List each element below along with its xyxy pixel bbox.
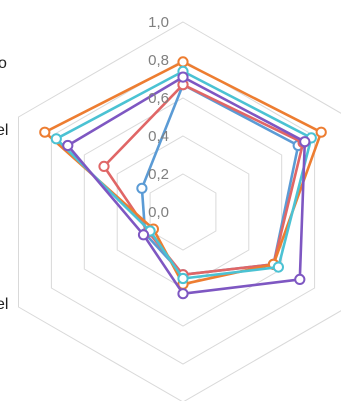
series-2-point-6 — [98, 160, 110, 172]
edge-label-fragment-1: o — [0, 55, 7, 72]
r-tick-label-0: 0,0 — [148, 204, 169, 221]
series-5-point-3 — [294, 273, 306, 285]
edge-label-layer: o el el — [0, 55, 8, 313]
grid-ring-2 — [116, 135, 250, 289]
series-4-point-3 — [272, 261, 284, 273]
edge-label-fragment-2: el — [0, 122, 8, 139]
edge-label-fragment-3: el — [0, 296, 8, 313]
series-5-point-5 — [137, 229, 150, 241]
tick-layer: 0,0 0,2 0,4 0,6 0,8 1,0 — [148, 14, 169, 221]
grid-ring-5 — [18, 21, 341, 401]
r-tick-label-3: 0,6 — [148, 90, 169, 107]
series-4-point-4 — [177, 272, 189, 285]
grid-ring-4 — [50, 59, 316, 365]
r-tick-label-2: 0,4 — [148, 128, 169, 145]
series-5-point-6 — [62, 139, 74, 152]
series-3-point-6 — [39, 126, 51, 138]
grid-ring-1 — [149, 173, 217, 251]
series-3-point-1 — [177, 56, 189, 68]
series-2-line — [102, 83, 305, 277]
series-layer — [39, 56, 327, 300]
r-tick-label-5: 1,0 — [148, 14, 169, 31]
r-tick-label-4: 0,8 — [148, 52, 169, 69]
series-5-point-1 — [177, 71, 189, 83]
series-5-point-2 — [299, 136, 311, 148]
series-3-line — [43, 60, 323, 286]
series-5-point-4 — [177, 288, 189, 300]
series-3-point-2 — [315, 126, 327, 138]
grid-ring-3 — [83, 97, 283, 327]
series-4-point-6 — [50, 133, 62, 145]
series-1-point-6 — [136, 182, 148, 194]
r-tick-label-1: 0,2 — [148, 166, 169, 183]
